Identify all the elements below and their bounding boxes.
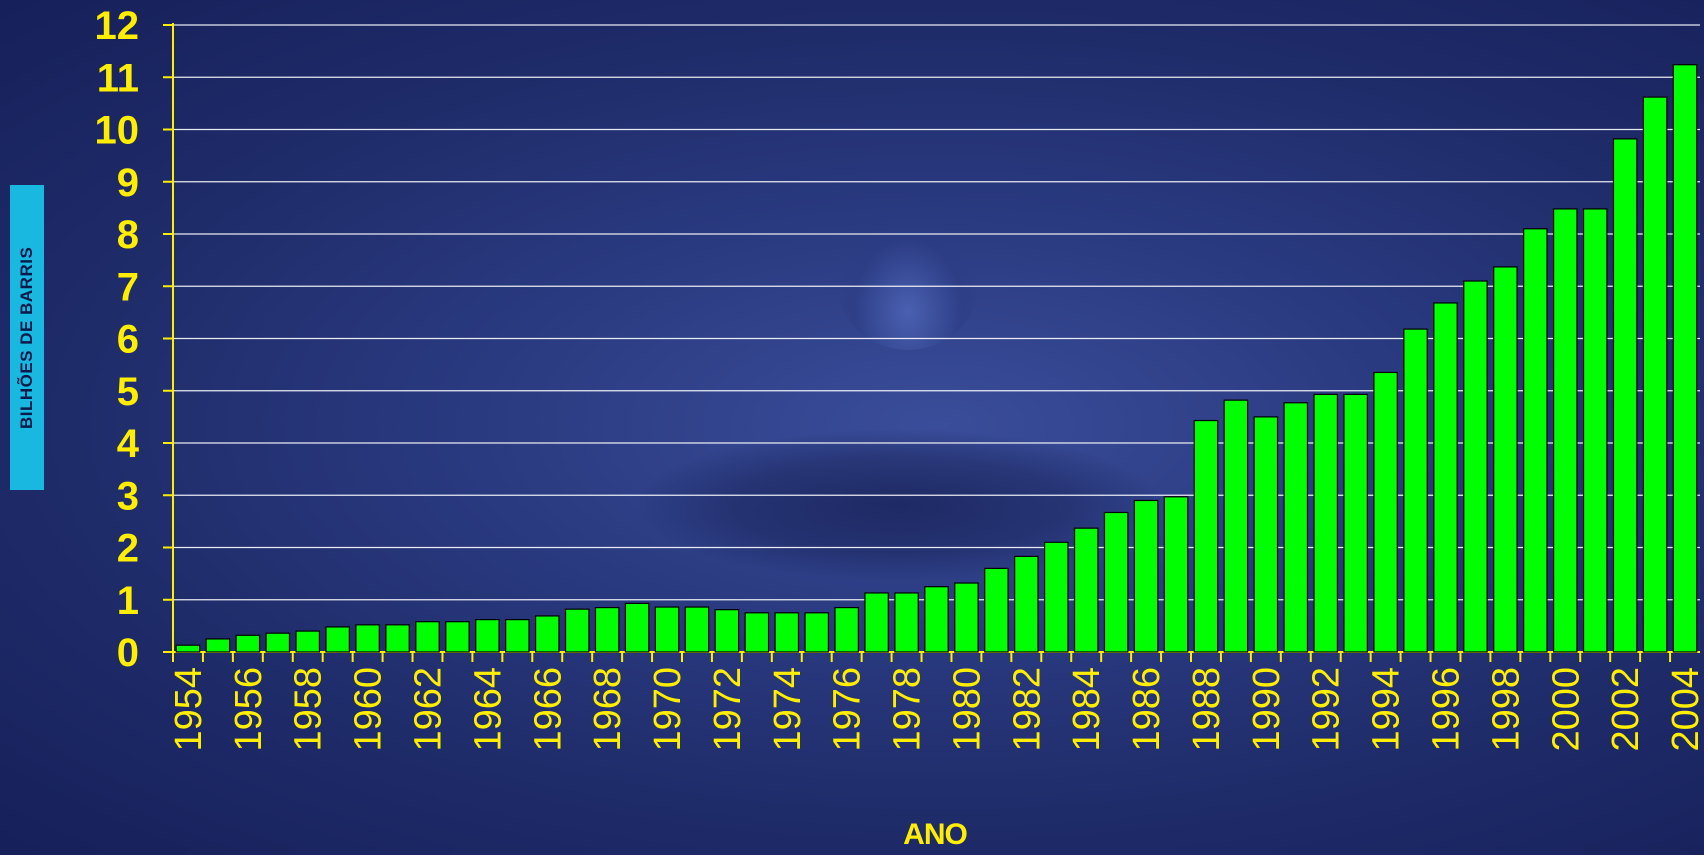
y-tick-label: 12 bbox=[95, 4, 140, 48]
x-tick-label: 1996 bbox=[1426, 667, 1468, 752]
x-tick-label: 2000 bbox=[1545, 667, 1587, 752]
bar-1954 bbox=[175, 644, 201, 653]
x-tick-label: 2004 bbox=[1665, 667, 1704, 752]
x-tick-label: 1992 bbox=[1306, 667, 1348, 752]
bar-1984 bbox=[1073, 527, 1099, 653]
bar-1994 bbox=[1373, 371, 1398, 653]
bar-2004 bbox=[1672, 64, 1698, 653]
y-tick-label: 1 bbox=[117, 579, 139, 623]
bar-1974 bbox=[774, 612, 800, 653]
bar-1975 bbox=[804, 612, 830, 653]
y-tick-label: 11 bbox=[97, 56, 139, 100]
x-tick-label: 1960 bbox=[348, 667, 390, 752]
x-tick-label: 1976 bbox=[827, 667, 869, 752]
background-drop bbox=[838, 220, 978, 350]
bar-1988 bbox=[1193, 419, 1219, 653]
bar-1985 bbox=[1103, 511, 1129, 653]
bar-1958 bbox=[295, 630, 321, 653]
bar-2001 bbox=[1582, 208, 1608, 653]
x-tick-label: 1982 bbox=[1006, 667, 1048, 752]
x-tick-label: 1980 bbox=[946, 667, 988, 752]
bar-1961 bbox=[385, 624, 410, 653]
x-tick-label: 2002 bbox=[1605, 667, 1647, 752]
bar-1973 bbox=[744, 612, 770, 653]
bar-1960 bbox=[355, 624, 380, 653]
bar-1983 bbox=[1043, 541, 1069, 653]
bar-1991 bbox=[1283, 402, 1309, 653]
bar-1966 bbox=[534, 615, 560, 653]
bar-1992 bbox=[1313, 393, 1339, 653]
y-tick-label: 3 bbox=[117, 474, 139, 518]
bar-1986 bbox=[1133, 499, 1159, 653]
bar-2003 bbox=[1642, 96, 1668, 653]
bar-1995 bbox=[1403, 328, 1428, 653]
y-tick-label: 0 bbox=[117, 631, 139, 675]
y-tick-label: 5 bbox=[117, 370, 139, 414]
x-tick-label: 1964 bbox=[467, 667, 509, 752]
x-tick-label: 1994 bbox=[1366, 667, 1408, 752]
bar-1955 bbox=[205, 638, 231, 653]
x-tick-label: 1956 bbox=[228, 667, 270, 752]
bar-1962 bbox=[415, 621, 440, 653]
y-tick-label: 6 bbox=[117, 318, 139, 362]
x-tick-label: 1972 bbox=[707, 667, 749, 752]
x-tick-label: 1986 bbox=[1126, 667, 1168, 752]
x-axis-title: ANO bbox=[903, 818, 968, 851]
bar-1969 bbox=[624, 602, 650, 653]
x-tick-label: 1954 bbox=[168, 667, 210, 752]
bar-1987 bbox=[1163, 496, 1189, 653]
x-tick-label: 1974 bbox=[767, 667, 809, 752]
bar-1965 bbox=[505, 619, 530, 653]
bar-1963 bbox=[445, 621, 470, 653]
y-tick-label: 7 bbox=[117, 265, 139, 309]
bar-1956 bbox=[235, 634, 261, 653]
bar-1971 bbox=[684, 606, 710, 653]
bar-1999 bbox=[1523, 228, 1548, 653]
x-tick-label: 1970 bbox=[647, 667, 689, 752]
bar-1982 bbox=[1014, 555, 1039, 653]
bar-1976 bbox=[834, 606, 859, 653]
x-tick-label: 1978 bbox=[887, 667, 929, 752]
x-tick-label: 1966 bbox=[527, 667, 569, 752]
x-tick-label: 1958 bbox=[288, 667, 330, 752]
bar-1972 bbox=[714, 609, 740, 653]
bar-1979 bbox=[924, 586, 949, 653]
y-axis-title: BILHÕES DE BARRIS bbox=[10, 185, 44, 490]
x-tick-label: 1984 bbox=[1066, 667, 1108, 752]
y-tick-label: 2 bbox=[117, 527, 139, 571]
bar-1980 bbox=[954, 582, 979, 653]
bar-1964 bbox=[475, 619, 500, 653]
x-tick-label: 1968 bbox=[587, 667, 629, 752]
y-tick-label: 4 bbox=[117, 422, 140, 466]
x-tick-label: 1962 bbox=[408, 667, 450, 752]
bar-2000 bbox=[1552, 208, 1578, 653]
bar-1957 bbox=[265, 632, 291, 653]
bar-1967 bbox=[564, 608, 590, 653]
bar-1959 bbox=[325, 626, 350, 653]
x-tick-label: 1988 bbox=[1186, 667, 1228, 752]
bar-1998 bbox=[1493, 266, 1518, 653]
bar-1968 bbox=[594, 606, 620, 653]
y-tick-label: 9 bbox=[117, 161, 139, 205]
bar-1978 bbox=[894, 592, 919, 653]
y-tick-label: 8 bbox=[117, 213, 139, 257]
bar-1996 bbox=[1433, 302, 1458, 653]
bar-1993 bbox=[1343, 393, 1368, 653]
background-ripple bbox=[640, 430, 1160, 580]
bar-1990 bbox=[1253, 416, 1279, 653]
x-tick-label: 1990 bbox=[1246, 667, 1288, 752]
bar-1970 bbox=[654, 606, 680, 653]
y-tick-label: 10 bbox=[95, 109, 140, 153]
bar-1997 bbox=[1463, 280, 1488, 653]
bar-2002 bbox=[1612, 138, 1638, 653]
x-tick-label: 1998 bbox=[1485, 667, 1527, 752]
bar-1977 bbox=[864, 592, 889, 653]
bar-1989 bbox=[1223, 399, 1249, 653]
bar-1981 bbox=[984, 567, 1009, 653]
